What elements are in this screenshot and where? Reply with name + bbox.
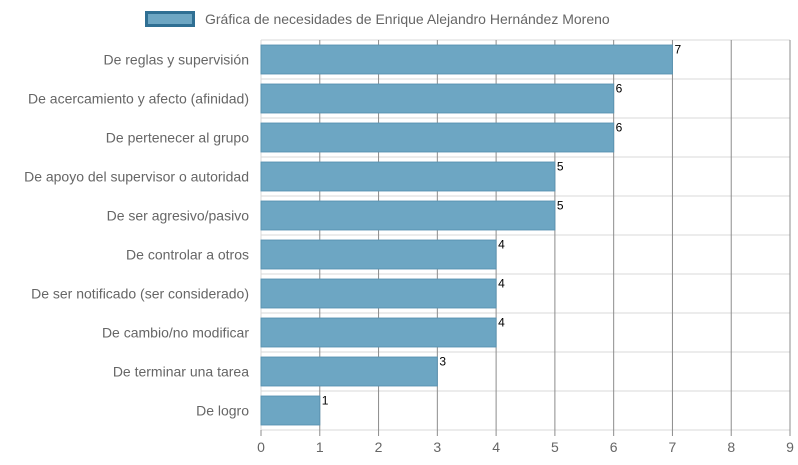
data-label: 3 xyxy=(439,355,446,369)
legend-label: Gráfica de necesidades de Enrique Alejan… xyxy=(205,11,610,27)
x-tick-label: 5 xyxy=(551,439,559,455)
x-tick-label: 0 xyxy=(257,439,265,455)
bar xyxy=(260,44,673,75)
data-label: 4 xyxy=(498,238,505,252)
x-tick-label: 7 xyxy=(669,439,677,455)
category-label: De terminar una tarea xyxy=(113,364,249,380)
legend[interactable]: Gráfica de necesidades de Enrique Alejan… xyxy=(145,8,610,30)
bar xyxy=(260,122,615,153)
bar xyxy=(260,83,615,114)
bar xyxy=(260,161,556,192)
data-label: 5 xyxy=(557,199,564,213)
bar xyxy=(260,278,497,309)
x-tick-label: 4 xyxy=(492,439,500,455)
x-tick-label: 8 xyxy=(727,439,735,455)
data-label: 7 xyxy=(674,43,681,57)
category-label: De controlar a otros xyxy=(126,247,249,263)
data-label: 5 xyxy=(557,160,564,174)
bar xyxy=(260,395,321,426)
data-label: 4 xyxy=(498,277,505,291)
category-label: De ser agresivo/pasivo xyxy=(107,208,250,224)
data-label: 6 xyxy=(616,121,623,135)
bar xyxy=(260,317,497,348)
category-label: De acercamiento y afecto (afinidad) xyxy=(28,91,249,107)
x-tick-label: 2 xyxy=(375,439,383,455)
bar xyxy=(260,200,556,231)
x-tick-label: 6 xyxy=(610,439,618,455)
legend-swatch xyxy=(145,11,195,27)
category-label: De reglas y supervisión xyxy=(103,52,249,68)
category-label: De logro xyxy=(196,403,249,419)
x-tick-label: 3 xyxy=(433,439,441,455)
bar xyxy=(260,356,438,387)
category-label: De cambio/no modificar xyxy=(102,325,249,341)
data-label: 1 xyxy=(322,394,329,408)
category-label: De pertenecer al grupo xyxy=(106,130,249,146)
data-label: 4 xyxy=(498,316,505,330)
category-label: De ser notificado (ser considerado) xyxy=(31,286,249,302)
x-tick-label: 9 xyxy=(786,439,794,455)
x-tick-label: 1 xyxy=(316,439,324,455)
bar xyxy=(260,239,497,270)
category-label: De apoyo del supervisor o autoridad xyxy=(24,169,249,185)
data-label: 6 xyxy=(616,82,623,96)
